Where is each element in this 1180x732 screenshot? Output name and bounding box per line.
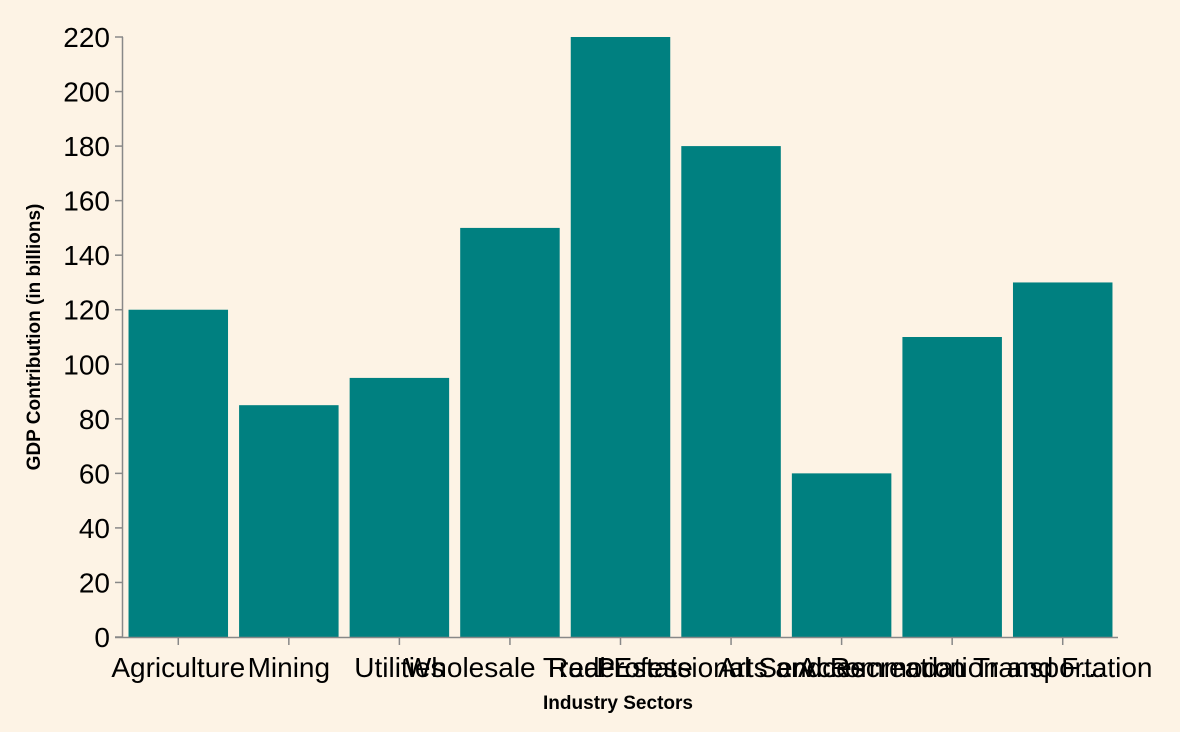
y-tick-label: 20 (79, 567, 110, 598)
x-tick-label: Real Estate (548, 652, 693, 683)
bar-mining (239, 405, 339, 637)
x-tick-label: Mining (248, 652, 330, 683)
y-tick-label: 60 (79, 458, 110, 489)
x-tick-label: Professional Services (596, 652, 865, 683)
bar-wholesale-trade (460, 227, 560, 637)
y-tick-label: 200 (63, 77, 110, 108)
x-tick-label: Wholesale Trade (405, 652, 615, 683)
y-tick-label: 220 (63, 22, 110, 53)
y-tick-label: 0 (94, 622, 110, 653)
bar-accommodation-and-f (902, 337, 1002, 637)
bar-transportation (1012, 282, 1113, 637)
x-tick-label: Agriculture (111, 652, 245, 683)
x-tick-label: Accommodation and F… (798, 652, 1106, 683)
y-tick-label: 120 (63, 295, 110, 326)
bar-arts-and-recreation (791, 473, 892, 637)
y-tick-label: 80 (79, 404, 110, 435)
x-axis-title: Industry Sectors (543, 693, 693, 714)
bars-group (128, 37, 1113, 637)
y-tick-label: 40 (79, 513, 110, 544)
bar-professional-services (681, 146, 781, 637)
y-axis: 0 20 40 60 80 100 120 140 160 180 200 220 (63, 22, 124, 653)
x-tick-label: Transportation (973, 652, 1153, 683)
y-tick-label: 180 (63, 131, 110, 162)
bar-agriculture (128, 309, 229, 637)
y-tick-label: 100 (63, 349, 110, 380)
bar-utilities (349, 377, 450, 637)
y-axis-title: GDP Contribution (in billions) (24, 204, 45, 471)
x-tick-label: Arts and Recreation (718, 652, 965, 683)
x-tick-label: Utilities (354, 652, 444, 683)
bar-real-estate (570, 37, 671, 637)
y-tick-label: 140 (63, 240, 110, 271)
y-tick-label: 160 (63, 186, 110, 217)
